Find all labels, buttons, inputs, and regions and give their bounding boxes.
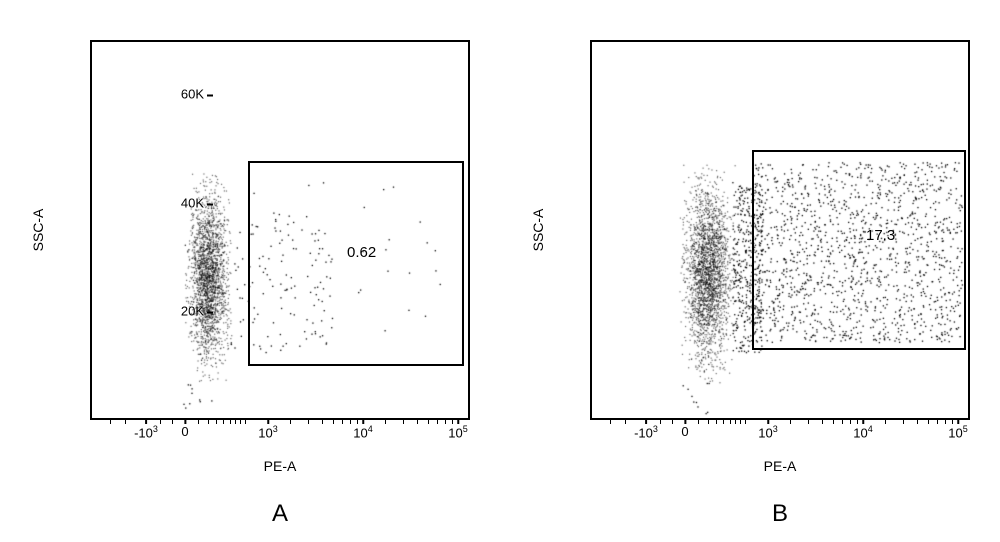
panel-label-B: B [590,500,970,528]
x-axis-label: PE-A [90,458,470,474]
gate-rect-A [248,161,464,366]
x-axis-label: PE-A [590,458,970,474]
plot-frame-B: 17.3 [590,40,970,420]
panel-A: SSC-A 0.62 20K40K60K -1030103104105 PE-A… [10,20,490,520]
panels-container: SSC-A 0.62 20K40K60K -1030103104105 PE-A… [0,0,1000,520]
gate-value-B: 17.3 [866,227,895,244]
gate-value-A: 0.62 [347,244,376,261]
y-axis-label: SSC-A [30,209,46,252]
y-axis-label: SSC-A [530,209,546,252]
panel-label-A: A [90,500,470,528]
panel-B: SSC-A 17.3 20K40K60K -1030103104105 PE-A… [510,20,990,520]
gate-rect-B [752,150,966,350]
